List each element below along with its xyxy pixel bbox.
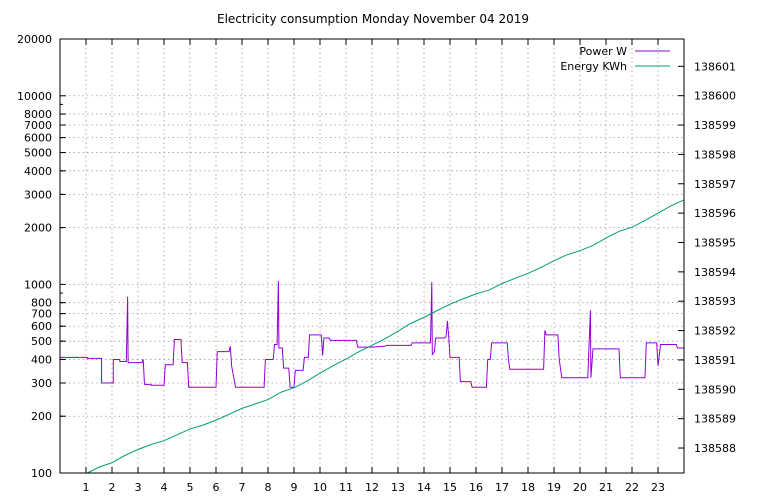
y-right-tick-label: 138600 <box>694 90 736 103</box>
y-left-tick-label: 400 <box>31 353 52 366</box>
y-right-tick-label: 138589 <box>694 413 736 426</box>
y-left-tick-label: 100 <box>31 467 52 480</box>
y-left-tick-label: 800 <box>31 297 52 310</box>
x-tick-label: 23 <box>651 481 665 494</box>
x-tick-label: 22 <box>625 481 639 494</box>
x-tick-label: 19 <box>547 481 561 494</box>
series-line-power <box>60 281 684 388</box>
grid-layer <box>60 38 684 474</box>
x-tick-label: 5 <box>187 481 194 494</box>
chart-title: Electricity consumption Monday November … <box>217 12 529 26</box>
y-left-tick-label: 500 <box>31 335 52 348</box>
x-tick-label: 17 <box>495 481 509 494</box>
x-tick-label: 21 <box>599 481 613 494</box>
y-right-tick-label: 138590 <box>694 383 736 396</box>
y-right-tick-label: 138588 <box>694 442 736 455</box>
x-tick-label: 3 <box>135 481 142 494</box>
x-tick-label: 1 <box>83 481 90 494</box>
y-right-tick-label: 138594 <box>694 266 736 279</box>
legend: Power W Energy KWh <box>560 45 670 73</box>
y-left-tick-label: 10000 <box>17 90 52 103</box>
y-left-tick-label: 5000 <box>24 147 52 160</box>
y-left-tick-label: 700 <box>31 308 52 321</box>
x-tick-label: 6 <box>213 481 220 494</box>
x-tick-label: 4 <box>161 481 168 494</box>
x-tick-label: 14 <box>417 481 431 494</box>
y-left-tick-label: 7000 <box>24 119 52 132</box>
y-right-tick-label: 138597 <box>694 178 736 191</box>
series-line-energy <box>87 199 685 474</box>
series-layer <box>60 199 685 474</box>
label-layer: 1 2 3 4 5 6 7 8 9 10 11 12 13 14 15 16 17 18 19 20 21 22 23100… <box>17 33 736 494</box>
y-left-tick-label: 1000 <box>24 278 52 291</box>
y-left-tick-label: 2000 <box>24 222 52 235</box>
x-tick-label: 12 <box>365 481 379 494</box>
x-tick-label: 15 <box>443 481 457 494</box>
x-tick-label: 16 <box>469 481 483 494</box>
y-left-tick-label: 20000 <box>17 33 52 46</box>
y-right-tick-label: 138596 <box>694 207 736 220</box>
x-tick-label: 2 <box>109 481 116 494</box>
y-left-tick-label: 8000 <box>24 108 52 121</box>
x-tick-label: 7 <box>239 481 246 494</box>
x-tick-label: 10 <box>313 481 327 494</box>
y-right-tick-label: 138591 <box>694 354 736 367</box>
x-tick-label: 9 <box>291 481 298 494</box>
x-tick-label: 8 <box>265 481 272 494</box>
y-left-tick-label: 300 <box>31 377 52 390</box>
tick-layer <box>60 38 684 474</box>
y-right-tick-label: 138598 <box>694 148 736 161</box>
y-right-tick-label: 138599 <box>694 119 736 132</box>
y-left-tick-label: 3000 <box>24 188 52 201</box>
y-left-tick-label: 200 <box>31 410 52 423</box>
legend-label: Energy KWh <box>560 60 627 73</box>
y-right-tick-label: 138592 <box>694 325 736 338</box>
y-left-tick-label: 4000 <box>24 165 52 178</box>
x-tick-label: 11 <box>339 481 353 494</box>
x-tick-label: 20 <box>573 481 587 494</box>
legend-label: Power W <box>579 45 627 58</box>
y-right-tick-label: 138595 <box>694 236 736 249</box>
y-left-tick-label: 6000 <box>24 132 52 145</box>
y-left-tick-label: 600 <box>31 320 52 333</box>
x-tick-label: 13 <box>391 481 405 494</box>
x-tick-label: 18 <box>521 481 535 494</box>
y-right-tick-label: 138593 <box>694 295 736 308</box>
y-right-tick-label: 138601 <box>694 60 736 73</box>
